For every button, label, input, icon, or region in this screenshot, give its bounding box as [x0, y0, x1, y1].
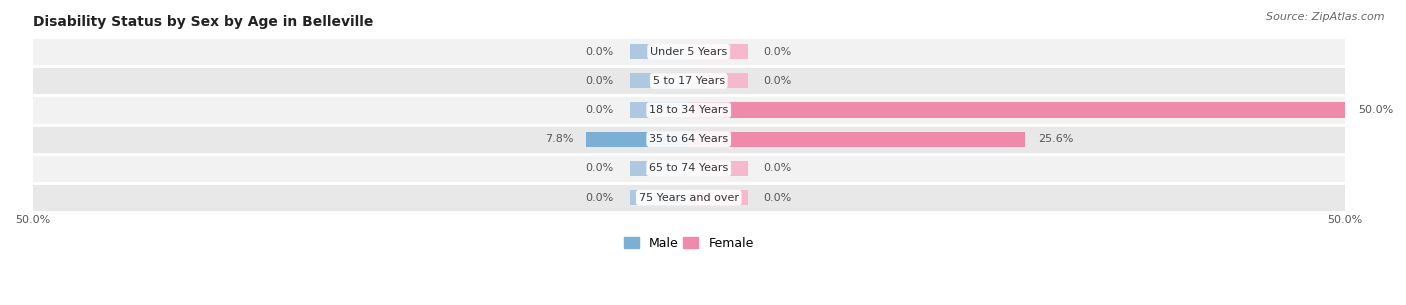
Text: 7.8%: 7.8%: [544, 134, 574, 144]
Bar: [630, 73, 689, 88]
Bar: [586, 132, 689, 147]
Bar: [32, 66, 1346, 95]
Text: 0.0%: 0.0%: [586, 105, 614, 115]
Text: 0.0%: 0.0%: [763, 163, 792, 174]
Bar: [630, 190, 689, 205]
Text: 18 to 34 Years: 18 to 34 Years: [650, 105, 728, 115]
Text: 5 to 17 Years: 5 to 17 Years: [652, 76, 725, 86]
Text: 0.0%: 0.0%: [763, 192, 792, 203]
Text: Under 5 Years: Under 5 Years: [650, 47, 727, 57]
Text: 25.6%: 25.6%: [1038, 134, 1073, 144]
Bar: [689, 73, 748, 88]
Text: 0.0%: 0.0%: [586, 47, 614, 57]
Text: 0.0%: 0.0%: [763, 76, 792, 86]
Bar: [630, 44, 689, 59]
Text: 35 to 64 Years: 35 to 64 Years: [650, 134, 728, 144]
Bar: [32, 183, 1346, 212]
Bar: [689, 44, 748, 59]
Bar: [32, 37, 1346, 66]
Text: Source: ZipAtlas.com: Source: ZipAtlas.com: [1267, 12, 1385, 22]
Text: 0.0%: 0.0%: [586, 192, 614, 203]
Legend: Male, Female: Male, Female: [619, 232, 759, 255]
Bar: [689, 102, 1346, 118]
Bar: [32, 125, 1346, 154]
Text: 0.0%: 0.0%: [586, 76, 614, 86]
Bar: [32, 154, 1346, 183]
Text: 75 Years and over: 75 Years and over: [638, 192, 738, 203]
Text: 65 to 74 Years: 65 to 74 Years: [650, 163, 728, 174]
Bar: [32, 95, 1346, 125]
Bar: [689, 132, 1025, 147]
Text: 0.0%: 0.0%: [763, 47, 792, 57]
Bar: [689, 161, 748, 176]
Text: Disability Status by Sex by Age in Belleville: Disability Status by Sex by Age in Belle…: [32, 15, 373, 29]
Bar: [630, 161, 689, 176]
Bar: [689, 190, 748, 205]
Text: 0.0%: 0.0%: [586, 163, 614, 174]
Bar: [630, 102, 689, 118]
Text: 50.0%: 50.0%: [1358, 105, 1393, 115]
